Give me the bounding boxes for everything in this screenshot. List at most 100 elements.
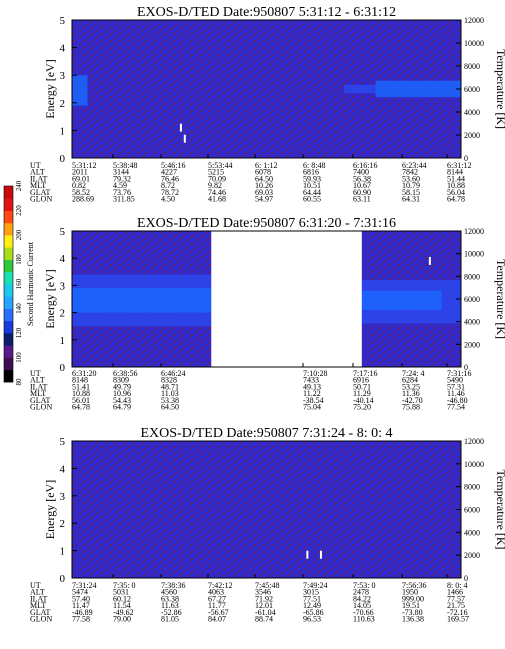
cell-alt: 6816	[303, 168, 319, 177]
cell-alt: 8144	[447, 168, 463, 177]
cell-glat: 78.72	[161, 188, 179, 197]
energy-band-4	[361, 290, 442, 310]
row-label-mlt: MLT	[30, 181, 46, 190]
cell-mlt: 11.36	[402, 389, 420, 398]
row-label-glon: GLON	[30, 615, 52, 624]
cell-glon: 88.74	[255, 615, 273, 624]
row-label-glon: GLON	[30, 403, 52, 412]
cell-glat: 60.90	[353, 188, 371, 197]
cell-ut: 7:35: 0	[113, 581, 135, 590]
cell-ilat: 51.41	[72, 382, 90, 391]
cell-mlt: 11.77	[208, 601, 226, 610]
cell-ut: 7:53: 0	[353, 581, 375, 590]
row-label-glon: GLON	[30, 195, 52, 204]
speck-2	[319, 550, 322, 559]
colorbar-segment	[4, 296, 13, 309]
colorbar-segment	[4, 320, 13, 334]
cell-ut: 6: 1:12	[255, 161, 277, 170]
cell-glat: 74.46	[208, 188, 226, 197]
cell-glon: 96.53	[303, 615, 321, 624]
cell-mlt: 10.88	[447, 181, 465, 190]
row-label-ut: UT	[30, 581, 41, 590]
cell-ilat: 79.32	[113, 174, 131, 183]
colorbar-tick-label: 220	[15, 205, 23, 216]
cell-ilat: 53.25	[402, 382, 420, 391]
cell-mlt: 12.49	[303, 601, 321, 610]
cell-glat: -42.70	[402, 396, 423, 405]
row-label-ilat: ILAT	[30, 174, 47, 183]
energy-band-3	[344, 84, 376, 94]
spectrogram-panel-2: EXOS-D/TED Date:950807 6:31:20 - 7:31:16…	[30, 216, 505, 412]
colorbar-segment	[4, 333, 13, 346]
cell-ut: 7:24: 4	[402, 369, 424, 378]
energy-band-2	[72, 288, 212, 313]
cell-glon: 63.11	[353, 195, 371, 204]
cell-glat: 58.15	[402, 188, 420, 197]
y2-tick-label: 8000	[464, 272, 480, 281]
cell-ilat: 59.93	[303, 174, 321, 183]
cell-mlt: 14.05	[353, 601, 371, 610]
cell-mlt: 11.46	[447, 389, 465, 398]
cell-glon: 64.31	[402, 195, 420, 204]
cell-alt: 8309	[113, 376, 129, 385]
colorbar-tick-label: 180	[15, 254, 23, 265]
chart-title: EXOS-D/TED Date:950807 6:31:20 - 7:31:16	[137, 216, 396, 231]
cell-mlt: 10.88	[72, 389, 90, 398]
colorbar-segment	[4, 271, 13, 285]
cell-alt: 4560	[161, 588, 177, 597]
cell-mlt: 10.96	[113, 389, 131, 398]
colorbar-segment	[4, 210, 13, 224]
colorbar-segment	[4, 259, 13, 273]
cell-glon: 75.20	[353, 403, 371, 412]
row-label-glat: GLAT	[30, 396, 51, 405]
y2-tick-label: 8000	[464, 483, 480, 492]
cell-glon: 77.58	[72, 615, 90, 624]
y-tick-label: 0	[60, 362, 66, 374]
cell-alt: 6078	[255, 168, 271, 177]
y2-tick-label: 10000	[464, 39, 484, 48]
cell-ilat: 70.09	[208, 174, 226, 183]
panels: EXOS-D/TED Date:950807 5:31:12 - 6:31:12…	[30, 5, 505, 624]
cell-ilat: 56.38	[353, 174, 371, 183]
cell-alt: 7433	[303, 376, 319, 385]
cell-glat: -61.04	[255, 608, 276, 617]
cell-glat: 58.52	[72, 188, 90, 197]
cell-alt: 6284	[402, 376, 418, 385]
cell-ilat: 76.46	[161, 174, 179, 183]
colorbar-tick-label: 120	[15, 327, 23, 338]
cell-mlt: 21.75	[447, 601, 465, 610]
cell-glon: 64.78	[447, 195, 465, 204]
colorbar-segment	[4, 235, 13, 248]
y-tick-label: 3	[60, 70, 66, 82]
cell-glon: 64.50	[161, 403, 179, 412]
y2-tick-label: 4000	[464, 318, 480, 327]
y-tick-label: 4	[60, 463, 66, 475]
speck-1	[179, 123, 182, 132]
y-tick-label: 1	[60, 546, 66, 558]
row-label-ilat: ILAT	[30, 382, 47, 391]
cell-ut: 7:56:36	[402, 581, 426, 590]
y2-tick-label: 12000	[464, 16, 484, 25]
cell-mlt: 0.82	[72, 181, 86, 190]
cell-glat: -72.16	[447, 608, 468, 617]
cell-ut: 7:49:24	[303, 581, 327, 590]
cell-glat: 54.43	[113, 396, 131, 405]
cell-ut: 5:46:16	[161, 161, 185, 170]
y2-tick-label: 4000	[464, 108, 480, 117]
cell-glat: -52.86	[161, 608, 182, 617]
y2-tick-label: 6000	[464, 295, 480, 304]
cell-alt: 8148	[72, 376, 88, 385]
cell-ut: 7:38:36	[161, 581, 185, 590]
y2-tick-label: 6000	[464, 85, 480, 94]
cell-mlt: 8.72	[161, 181, 175, 190]
y2-axis-label: Temperature [K]	[494, 259, 505, 339]
speck-1	[428, 256, 431, 265]
row-label-alt: ALT	[30, 376, 45, 385]
row-label-alt: ALT	[30, 588, 45, 597]
cell-alt: 1950	[402, 588, 418, 597]
cell-ut: 8: 0: 4	[447, 581, 467, 590]
cell-glon: 288.69	[72, 195, 94, 204]
cell-ilat: 49.13	[303, 382, 321, 391]
cell-alt: 5031	[113, 588, 129, 597]
colorbar-frame	[3, 185, 14, 383]
